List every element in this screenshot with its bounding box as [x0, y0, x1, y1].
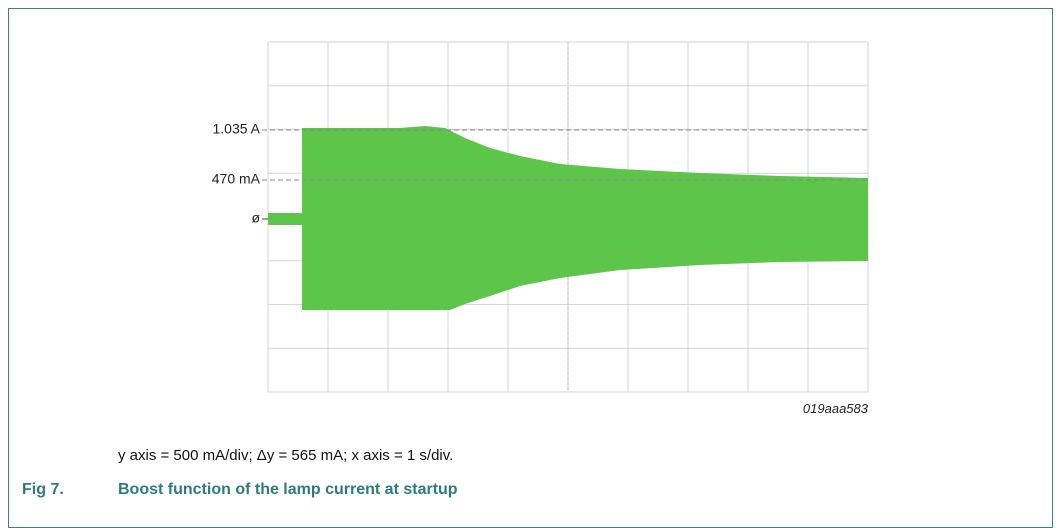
- page: 1.035 A 470 mA ø 019aaa583 y axis = 500 …: [8, 8, 1053, 528]
- figure-number: Fig 7.: [22, 481, 64, 498]
- figure-title: Boost function of the lamp current at st…: [118, 481, 458, 498]
- caption: y axis = 500 mA/div; Δy = 565 mA; x axis…: [118, 447, 454, 464]
- scope: 1.035 A 470 mA ø: [212, 41, 869, 393]
- level-label: ø: [251, 210, 260, 226]
- level-label: 470 mA: [212, 171, 261, 187]
- waveform: [268, 126, 868, 310]
- figure-code: 019aaa583: [802, 401, 868, 416]
- level-label: 1.035 A: [213, 121, 261, 137]
